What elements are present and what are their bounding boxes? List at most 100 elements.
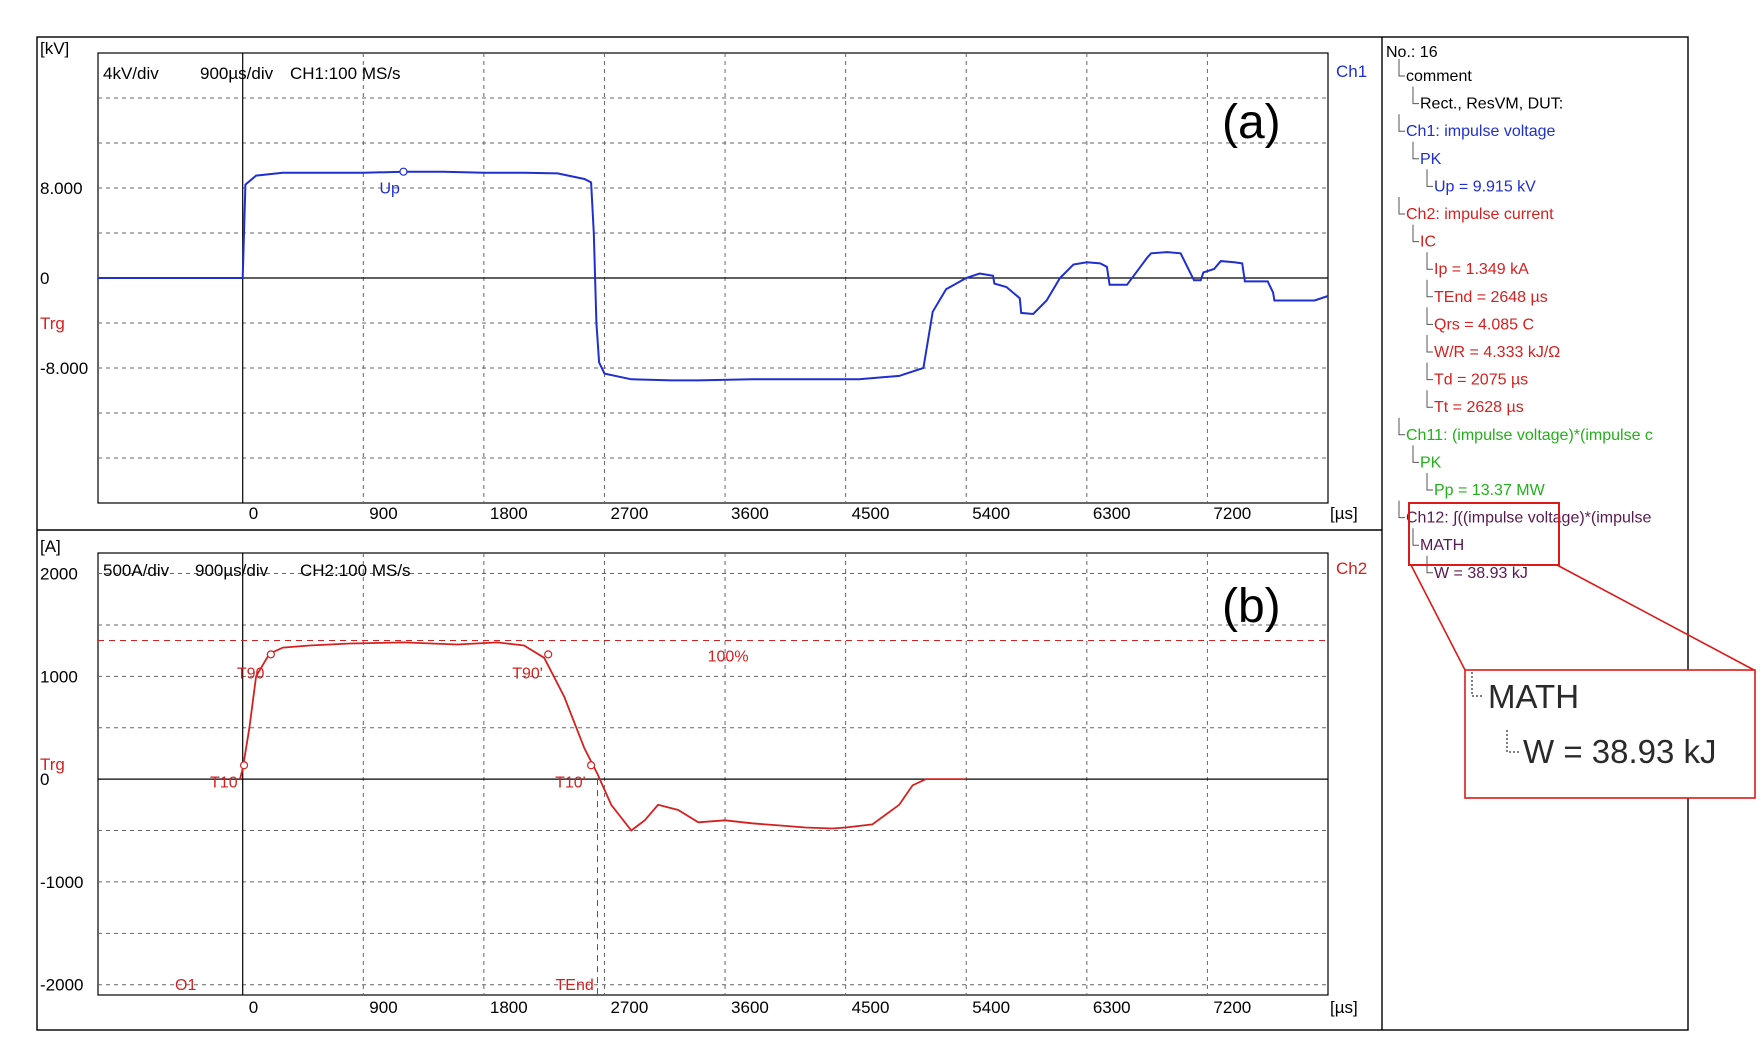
time-marker-point bbox=[266, 650, 275, 659]
callout-math-label: MATH bbox=[1488, 678, 1579, 715]
y-tick-label: 8.000 bbox=[40, 179, 83, 198]
tree-connector bbox=[1426, 252, 1433, 270]
y-tick-label: 1000 bbox=[40, 667, 78, 686]
tree-item: TEnd = 2648 µs bbox=[1434, 289, 1548, 306]
marker-o1: O1 bbox=[175, 977, 196, 994]
x-tick-label: 2700 bbox=[610, 998, 648, 1017]
y-tick-label: 2000 bbox=[40, 565, 78, 584]
x-tick-label: 900 bbox=[369, 998, 397, 1017]
tree-item: Ch12: ∫((impulse voltage)*(impulse bbox=[1406, 510, 1651, 527]
header-amps-div: 500A/div bbox=[103, 561, 170, 580]
tree-item: Rect., ResVM, DUT: bbox=[1420, 96, 1563, 113]
tree-connector bbox=[1426, 362, 1433, 381]
x-tick-label: 3600 bbox=[731, 504, 769, 523]
tree-item: Qrs = 4.085 C bbox=[1434, 316, 1534, 333]
tree-connector bbox=[1398, 500, 1405, 519]
tree-connector bbox=[1412, 445, 1419, 463]
channel-tag-ch2: Ch2 bbox=[1336, 559, 1367, 578]
tree-connector bbox=[1412, 141, 1419, 160]
unit-label-b: [A] bbox=[40, 537, 61, 556]
header-sample-rate-b: CH2:100 MS/s bbox=[300, 561, 411, 580]
results-tree: No.: 16 comment Rect., ResVM, DUT: Ch1: im… bbox=[1386, 44, 1653, 582]
time-marker-point bbox=[586, 761, 596, 770]
tree-connector bbox=[1398, 114, 1405, 132]
x-unit-b: [µs] bbox=[1330, 998, 1358, 1017]
tree-connectors bbox=[1398, 59, 1433, 574]
up-label: Up bbox=[379, 181, 400, 198]
tree-item: Ch11: (impulse voltage)*(impulse c bbox=[1406, 427, 1653, 444]
tree-item: PK bbox=[1420, 151, 1442, 168]
callout-line-right bbox=[1556, 564, 1755, 671]
x-ticks-b: 0 900 1800 2700 3600 4500 5400 6300 7200 bbox=[249, 998, 1252, 1017]
panel-label-a: (a) bbox=[1222, 96, 1281, 149]
x-tick-label: 5400 bbox=[972, 998, 1010, 1017]
x-ticks-a: 0 900 1800 2700 3600 4500 5400 6300 7200 bbox=[249, 504, 1252, 523]
y-tick-label: -2000 bbox=[40, 976, 83, 995]
callout-energy-value: W = 38.93 kJ bbox=[1523, 733, 1717, 770]
unit-label-a: [kV] bbox=[40, 39, 69, 58]
x-tick-label: 900 bbox=[369, 504, 397, 523]
time-marker-point bbox=[239, 761, 249, 770]
tree-connector bbox=[1426, 307, 1433, 325]
tree-item: PK bbox=[1420, 454, 1442, 471]
marker-tend: TEnd bbox=[556, 977, 594, 994]
x-tick-label: 1800 bbox=[490, 504, 528, 523]
zero-line-b bbox=[98, 553, 1328, 995]
tree-connector bbox=[1426, 473, 1433, 491]
zoom-callout: MATH W = 38.93 kJ bbox=[1410, 564, 1756, 799]
tree-connector bbox=[1412, 86, 1419, 105]
panel-a: 0 900 1800 2700 3600 4500 5400 6300 7200 8.000 0 -… bbox=[40, 39, 1367, 523]
tree-connector bbox=[1398, 59, 1405, 77]
time-marker-label: T10 bbox=[210, 774, 238, 791]
plot-b-frame bbox=[97, 552, 1329, 996]
callout-line-left bbox=[1410, 564, 1466, 671]
time-markers: T10 T90 T90' T10' bbox=[210, 650, 596, 791]
panel-b: 0 900 1800 2700 3600 4500 5400 6300 7200 2000 100… bbox=[40, 537, 1367, 1017]
x-tick-label: 4500 bbox=[852, 998, 890, 1017]
time-marker-label: T90 bbox=[237, 665, 265, 682]
trigger-label-b: Trg bbox=[40, 755, 65, 774]
trigger-label-a: Trg bbox=[40, 314, 65, 333]
x-unit-a: [µs] bbox=[1330, 504, 1358, 523]
time-marker-label: T90' bbox=[512, 665, 543, 682]
tree-item: W/R = 4.333 kJ/Ω bbox=[1434, 344, 1560, 361]
tree-connector bbox=[1426, 335, 1433, 353]
y-ticks-a: 8.000 0 -8.000 bbox=[40, 179, 88, 378]
channel-tag-ch1: Ch1 bbox=[1336, 62, 1367, 81]
panel-label-b: (b) bbox=[1222, 580, 1281, 633]
current-trace bbox=[239, 641, 967, 832]
grid-b bbox=[98, 553, 1328, 995]
tree-item: Up = 9.915 kV bbox=[1434, 178, 1536, 195]
x-tick-label: 5400 bbox=[972, 504, 1010, 523]
y-tick-label: 0 bbox=[40, 269, 49, 288]
x-tick-label: 7200 bbox=[1213, 504, 1251, 523]
zero-line-a bbox=[98, 53, 1328, 503]
tree-title: No.: 16 bbox=[1386, 44, 1438, 61]
x-tick-label: 0 bbox=[249, 504, 258, 523]
tree-item: Tt = 2628 µs bbox=[1434, 399, 1524, 416]
tree-items: comment Rect., ResVM, DUT: Ch1: impulse vo… bbox=[1406, 68, 1653, 582]
tree-connector bbox=[1426, 279, 1433, 298]
tree-item: Td = 2075 µs bbox=[1434, 372, 1528, 389]
header-sample-rate: CH1:100 MS/s bbox=[290, 64, 401, 83]
y-tick-label: -1000 bbox=[40, 873, 83, 892]
header-time-div-b: 900µs/div bbox=[195, 561, 269, 580]
tree-connector bbox=[1426, 390, 1433, 408]
x-tick-label: 7200 bbox=[1213, 998, 1251, 1017]
tree-connector bbox=[1426, 555, 1433, 574]
x-tick-label: 0 bbox=[249, 998, 258, 1017]
tree-item: Ip = 1.349 kA bbox=[1434, 261, 1529, 278]
tree-item: comment bbox=[1406, 68, 1472, 85]
voltage-trace bbox=[98, 170, 1329, 382]
x-tick-label: 6300 bbox=[1093, 998, 1131, 1017]
tree-item: MATH bbox=[1420, 537, 1464, 554]
y-tick-label: 0 bbox=[40, 770, 49, 789]
tree-item: W = 38.93 kJ bbox=[1434, 565, 1528, 582]
x-tick-label: 2700 bbox=[610, 504, 648, 523]
tree-item: Pp = 13.37 MW bbox=[1434, 482, 1546, 499]
tree-connector bbox=[1412, 224, 1419, 243]
outer-frame bbox=[36, 36, 1689, 1031]
x-tick-label: 4500 bbox=[852, 504, 890, 523]
header-time-div: 900µs/div bbox=[200, 64, 274, 83]
y-tick-label: -8.000 bbox=[40, 359, 88, 378]
